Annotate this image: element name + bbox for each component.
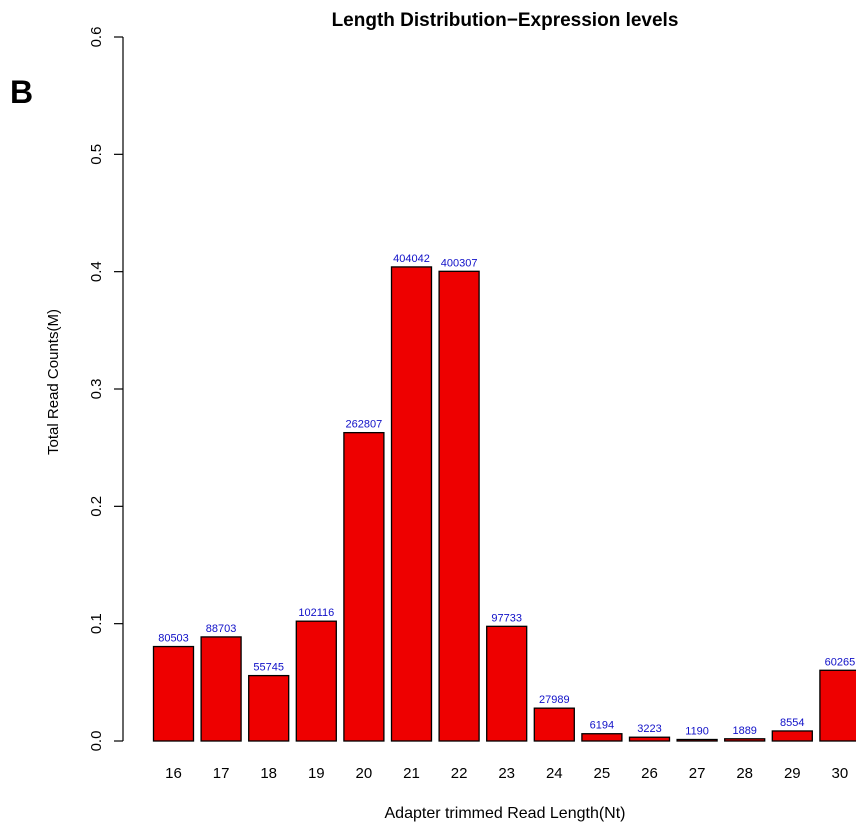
- bar-16: [152, 645, 195, 742]
- x-tick-label-20: 20: [356, 765, 373, 782]
- x-tick-label-16: 16: [165, 765, 182, 782]
- bar-26: [628, 736, 671, 742]
- x-tick-label-30: 30: [832, 765, 849, 782]
- bar-17: [200, 636, 242, 742]
- x-tick-label-25: 25: [594, 765, 611, 782]
- bar-21: [390, 266, 433, 742]
- y-axis-label: Total Read Counts(M): [45, 309, 62, 455]
- bar-23: [486, 625, 528, 742]
- y-tick-label: 0.6: [88, 27, 105, 48]
- bar-28: [724, 738, 766, 742]
- panel-label: B: [10, 74, 34, 110]
- x-tick-label-22: 22: [451, 765, 468, 782]
- x-tick-label-18: 18: [260, 765, 277, 782]
- data-label-28: 1889: [732, 725, 756, 737]
- bars: 80503 88703 55745 102116 262807 404042 400307 9…: [152, 253, 856, 742]
- x-tick-label-17: 17: [213, 765, 230, 782]
- bar-27: [676, 738, 718, 742]
- x-tick-label-26: 26: [641, 765, 658, 782]
- data-label-25: 6194: [590, 720, 614, 732]
- x-axis-label: Adapter trimmed Read Length(Nt): [385, 805, 626, 822]
- y-tick-label: 0.0: [88, 731, 105, 752]
- bar-19: [295, 620, 337, 742]
- data-label-21: 404042: [393, 253, 430, 265]
- bar-24: [533, 707, 575, 742]
- bar-18: [248, 674, 290, 742]
- data-label-17: 88703: [206, 623, 237, 635]
- bar-29: [771, 730, 813, 742]
- x-tick-label-23: 23: [498, 765, 515, 782]
- data-label-24: 27989: [539, 694, 570, 706]
- data-label-18: 55745: [253, 662, 284, 674]
- y-tick-label: 0.2: [88, 496, 105, 517]
- bar-22: [438, 270, 480, 742]
- bar-30: [819, 669, 856, 742]
- y-tick-label: 0.5: [88, 144, 105, 165]
- x-tick-label-24: 24: [546, 765, 563, 782]
- data-label-26: 3223: [637, 723, 661, 735]
- chart-title: Length Distribution−Expression levels: [332, 10, 679, 31]
- bar-25: [581, 733, 623, 742]
- y-tick-label: 0.4: [88, 261, 105, 282]
- y-tick-label: 0.3: [88, 379, 105, 400]
- bar-20: [343, 431, 385, 742]
- y-tick-label: 0.1: [88, 613, 105, 634]
- x-tick-label-21: 21: [403, 765, 420, 782]
- data-label-30: 60265: [825, 656, 856, 668]
- x-tick-label-27: 27: [689, 765, 706, 782]
- data-label-23: 97733: [491, 612, 522, 624]
- x-tick-label-28: 28: [736, 765, 753, 782]
- x-tick-label-19: 19: [308, 765, 325, 782]
- data-label-19: 102116: [298, 607, 334, 619]
- y-axis: 0.0 0.1 0.2 0.3 0.4 0.5 0.6: [88, 27, 124, 752]
- data-label-20: 262807: [346, 419, 383, 431]
- x-tick-labels: 16 17 18 19 20 21 22 23 24 25 26 27 28 29 30: [165, 765, 848, 782]
- data-label-22: 400307: [441, 257, 478, 269]
- data-label-16: 80503: [158, 633, 189, 645]
- data-label-29: 8554: [780, 717, 804, 729]
- x-tick-label-29: 29: [784, 765, 801, 782]
- data-label-27: 1190: [685, 726, 709, 738]
